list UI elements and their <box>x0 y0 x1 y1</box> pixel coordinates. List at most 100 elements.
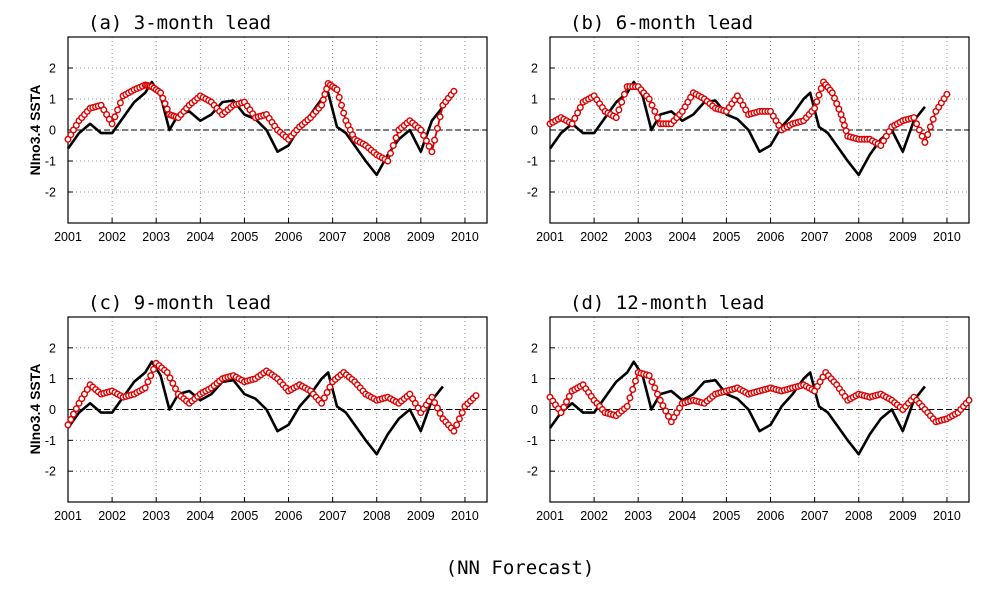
panel-c: (c) 9-month lead NIno3.4 SSTA 2001 2002 20… <box>27 292 488 523</box>
panel-d-observed-line <box>548 360 926 456</box>
panel-b-xtick-label: 2001 <box>536 230 564 244</box>
panel-d-forecast-point <box>645 372 653 380</box>
panel-d-forecast-point <box>632 377 640 385</box>
panel-a-forecast-point <box>428 148 436 156</box>
panel-c-forecast-point <box>455 415 463 423</box>
panel-c-ylabel: NIno3.4 SSTA <box>27 364 43 455</box>
panel-b-forecast-point <box>913 120 921 128</box>
panel-b-forecast-point <box>620 90 628 98</box>
panel-b-forecast-point <box>651 107 659 115</box>
panel-c-forecast-point <box>169 379 177 387</box>
panel-c-observed-line <box>66 360 444 456</box>
panel-c-forecast-point <box>472 392 480 400</box>
panel-d-forecast-point <box>560 403 568 411</box>
panel-a-forecast-point <box>333 86 341 94</box>
panel-a-ytick-label: 0 <box>49 124 56 138</box>
panel-a-forecast-point <box>425 142 433 150</box>
panel-c-forecast-point <box>141 384 149 392</box>
panel-d-xtick-label: 2004 <box>668 509 696 523</box>
panel-c-forecast-point <box>323 389 331 397</box>
panel-a-forecast-point <box>417 126 425 134</box>
panel-a-forecast-point <box>450 87 458 95</box>
panel-b-forecast-point <box>654 114 662 122</box>
panel-d: (d) 12-month lead 2001 2002 2003 2004 2005 20… <box>527 292 973 523</box>
panel-a-forecast-point <box>335 93 343 101</box>
panel-a-xtick-label: 2009 <box>407 230 435 244</box>
panel-a-forecast-point <box>116 99 124 107</box>
panel-c-forecast-point <box>163 369 171 377</box>
panel-a-forecast-point <box>114 106 122 114</box>
panel-d-forecast-point <box>648 378 656 386</box>
panel-c-title: (c) 9-month lead <box>88 292 271 314</box>
panel-b-forecast-point <box>918 132 926 140</box>
panel-b-forecast-point <box>618 98 626 106</box>
panel-a-forecast-point <box>319 96 327 104</box>
panel-b-xtick-label: 2009 <box>889 230 917 244</box>
panel-c-forecast-point <box>144 378 152 386</box>
panel-a-ylabel: NIno3.4 SSTA <box>27 85 43 176</box>
panel-b-forecast-point <box>612 114 620 122</box>
panel-d-forecast-point <box>651 384 659 392</box>
panel-c-ytick-label: 0 <box>49 403 56 417</box>
footer-label: (NN Forecast) <box>446 557 595 579</box>
panel-b-forecast-point <box>571 114 579 122</box>
panel-b-ytick-label: 0 <box>531 124 538 138</box>
panel-b-xtick-label: 2006 <box>757 230 785 244</box>
panel-d-forecast-point <box>629 386 637 394</box>
panel-c-forecast-point <box>320 394 328 402</box>
panel-a-forecast-point <box>161 100 169 108</box>
panel-a-forecast-point <box>338 101 346 109</box>
panel-a-ytick-label: -2 <box>45 186 56 200</box>
panel-d-forecast-point <box>965 396 973 404</box>
panel-b-forecast-point <box>615 106 623 114</box>
panel-b-xtick-label: 2002 <box>580 230 608 244</box>
panel-c-forecast-point <box>147 372 155 380</box>
panel-d-ytick-label: 1 <box>531 372 538 386</box>
panel-a-title: (a) 3-month lead <box>88 12 271 34</box>
panel-c-forecast-point <box>318 399 326 407</box>
panel-c-forecast-point <box>431 399 439 407</box>
panel-b-forecast-point <box>924 131 932 139</box>
panel-b-ytick-label: -1 <box>527 155 538 169</box>
panel-c-forecast-point <box>433 404 441 412</box>
panel-d-ytick-label: 0 <box>531 403 538 417</box>
panel-d-forecast-point <box>626 394 634 402</box>
panel-c-xtick-label: 2007 <box>319 509 347 523</box>
panel-c-forecast-point <box>166 374 174 382</box>
panel-b-forecast-point <box>568 120 576 128</box>
panel-b-ytick-label: 2 <box>531 62 538 76</box>
panel-b-xtick-label: 2007 <box>801 230 829 244</box>
panel-c-forecast-point <box>72 405 80 413</box>
panel-a-ytick-label: 2 <box>49 62 56 76</box>
panel-a-ytick-label: 1 <box>49 93 56 107</box>
panel-b-observed-line <box>548 80 926 177</box>
panel-d-forecast-point <box>557 409 565 417</box>
panel-c-xtick-label: 2001 <box>54 509 82 523</box>
panel-d-xtick-label: 2010 <box>933 509 961 523</box>
panel-c-xtick-label: 2005 <box>231 509 259 523</box>
panel-d-ytick-label: 2 <box>531 341 538 355</box>
panel-c-forecast-point <box>149 365 157 373</box>
panel-c-forecast-point <box>64 421 72 429</box>
panel-c-forecast-point <box>171 385 179 393</box>
panel-c-forecast-point <box>458 409 466 417</box>
panel-a-forecast-point <box>108 120 116 128</box>
panel-d-forecast-point <box>659 402 667 410</box>
panel-d-forecast-point <box>656 396 664 404</box>
panel-a-forecast-point <box>420 131 428 139</box>
panel-b-xtick-label: 2005 <box>713 230 741 244</box>
panel-c-forecast-point <box>453 421 461 429</box>
panel-a-forecast-point <box>340 109 348 117</box>
panel-b-forecast-point <box>574 109 582 117</box>
panel-b-forecast-point <box>811 104 819 112</box>
panel-a-xtick-label: 2010 <box>451 230 479 244</box>
panel-d-xtick-label: 2008 <box>845 509 873 523</box>
panel-d-xtick-label: 2007 <box>801 509 829 523</box>
panel-a-xtick-label: 2005 <box>231 230 259 244</box>
panel-b-ytick-label: 1 <box>531 93 538 107</box>
panel-d-forecast-point <box>623 402 631 410</box>
panel-d-title: (d) 12-month lead <box>570 292 764 314</box>
panel-c-xtick-label: 2009 <box>407 509 435 523</box>
panel-a-forecast-point <box>111 113 119 121</box>
